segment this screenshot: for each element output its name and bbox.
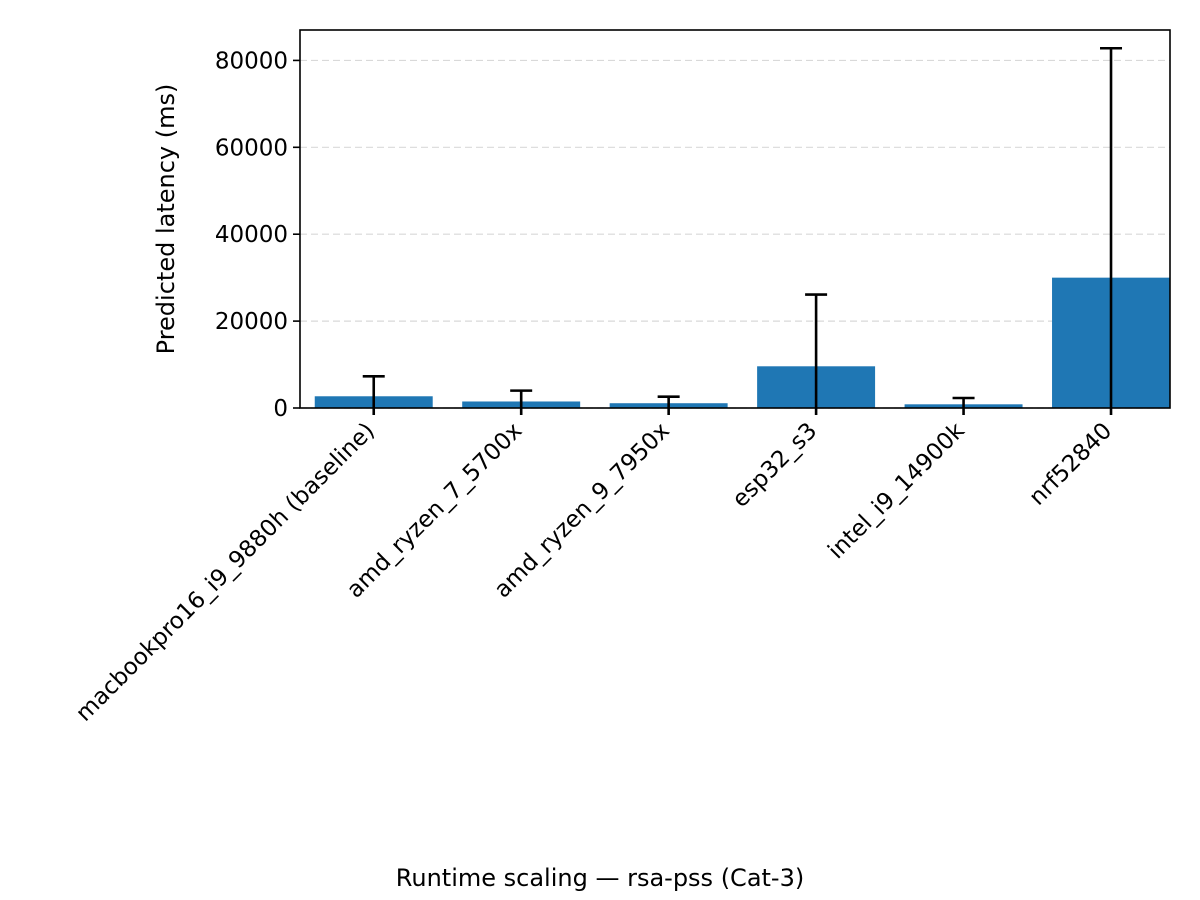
plot-frame: [299, 29, 1171, 409]
x-tick-label: macbookpro16_i9_9880h (baseline): [71, 418, 380, 727]
y-tick-label: 20000: [215, 309, 288, 335]
y-tick-label: 0: [273, 396, 288, 422]
x-tick-label: intel_i9_14900k: [823, 417, 970, 564]
x-tick-label: esp32_s3: [728, 418, 823, 513]
x-axis: macbookpro16_i9_9880h (baseline)amd_ryze…: [71, 408, 1117, 727]
x-tick-label: nrf52840: [1024, 418, 1117, 511]
y-tick-label: 80000: [215, 48, 288, 74]
error-bars: [362, 46, 1123, 415]
grid-lines: [300, 59, 1170, 409]
x-axis-label: Runtime scaling — rsa-pss (Cat-3): [395, 864, 805, 892]
y-tick-label: 40000: [215, 222, 288, 248]
bars: [314, 277, 1170, 408]
y-axis-label: Predicted latency (ms): [152, 84, 180, 355]
y-tick-label: 60000: [215, 135, 288, 161]
y-axis: 0 20000 40000 60000 80000: [215, 48, 300, 422]
